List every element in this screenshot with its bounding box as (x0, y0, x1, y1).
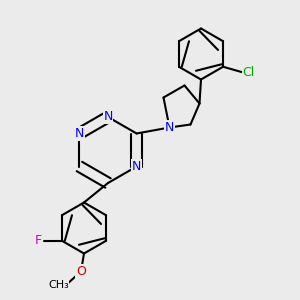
Text: CH₃: CH₃ (48, 280, 69, 290)
Text: O: O (76, 265, 86, 278)
Text: F: F (35, 234, 42, 247)
Text: N: N (165, 121, 174, 134)
Text: Cl: Cl (242, 66, 255, 79)
Text: N: N (75, 127, 84, 140)
Text: N: N (132, 160, 141, 173)
Text: N: N (103, 110, 113, 124)
